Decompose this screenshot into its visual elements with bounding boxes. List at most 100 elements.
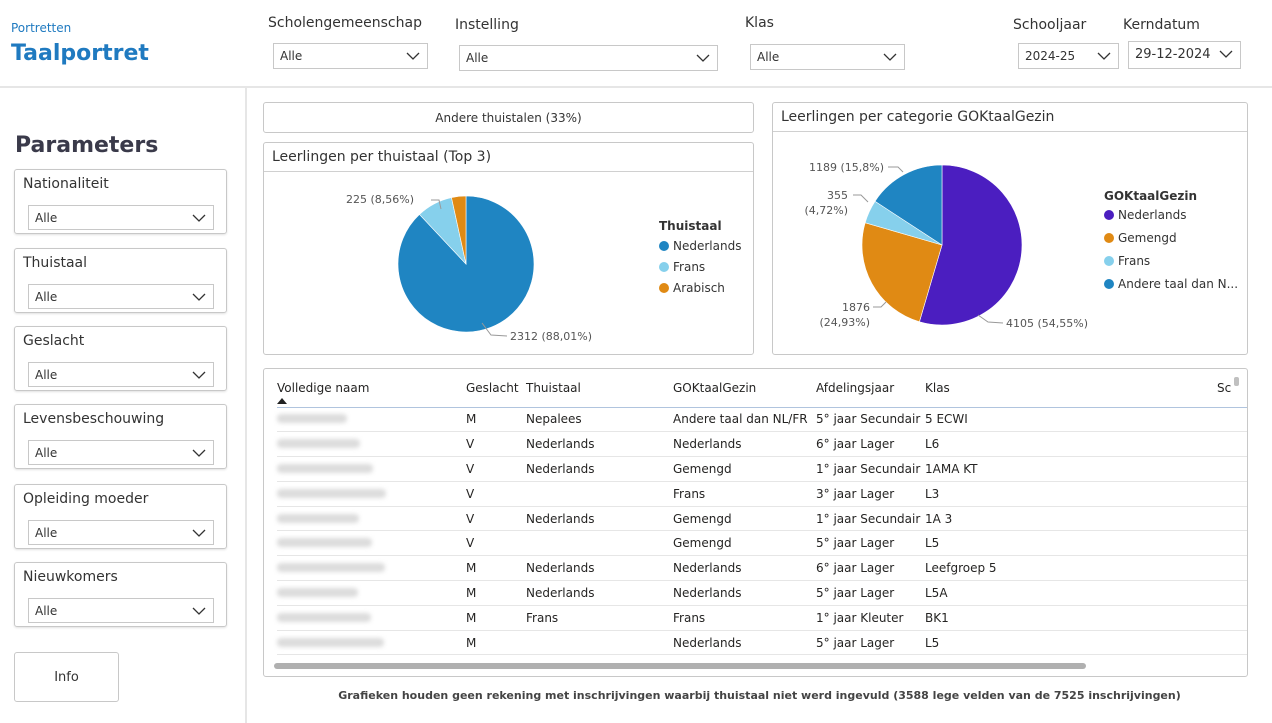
data-label: 355 (4,72%) <box>804 189 848 217</box>
slicer-value: Alle <box>35 290 58 304</box>
filter-scholengemeenschap-dropdown[interactable]: Alle <box>273 43 428 69</box>
sort-ascending-icon <box>277 398 287 404</box>
slicer-label: Levensbeschouwing <box>23 411 165 427</box>
chevron-down-icon <box>192 529 206 537</box>
legend-item-andere-taal[interactable]: Andere taal dan N... <box>1104 277 1238 291</box>
filter-label-kerndatum: Kerndatum <box>1123 17 1200 33</box>
pie-slice-nederlands[interactable] <box>919 164 1023 326</box>
filter-value: Alle <box>757 50 780 64</box>
table-row[interactable]: M Nederlands 5° jaar Lager L5 <box>277 630 1247 656</box>
info-button[interactable]: Info <box>14 652 119 702</box>
table-cell <box>1217 481 1247 507</box>
table-cell <box>1217 530 1247 557</box>
leader-line <box>977 314 1004 324</box>
column-header-school[interactable]: Sc <box>1217 369 1247 408</box>
column-header-afdelingsjaar[interactable]: Afdelingsjaar <box>816 369 925 408</box>
legend-dot <box>1104 210 1114 220</box>
table-cell: Gemengd <box>673 506 816 532</box>
filter-value: 29-12-2024 <box>1135 47 1211 62</box>
cell-volledige-naam <box>277 431 466 458</box>
column-header-geslacht[interactable]: Geslacht <box>466 369 526 408</box>
table-cell: 3° jaar Lager <box>816 481 925 507</box>
slicer-nieuwkomers-dropdown[interactable]: Alle <box>28 598 214 623</box>
table-cell <box>1217 555 1247 582</box>
breadcrumb-portretten[interactable]: Portretten <box>11 21 72 35</box>
filter-instelling-dropdown[interactable]: Alle <box>459 45 718 71</box>
data-label: 1189 (15,8%) <box>809 161 884 174</box>
table-cell: Nederlands <box>673 580 816 606</box>
slicer-thuistaal-dropdown[interactable]: Alle <box>28 284 214 309</box>
table-cell <box>1217 580 1247 606</box>
legend-item-frans[interactable]: Frans <box>1104 254 1238 268</box>
cell-volledige-naam <box>277 530 466 557</box>
slicer-nationaliteit: Nationaliteit Alle <box>14 169 227 234</box>
filter-label-instelling: Instelling <box>455 17 519 33</box>
table-row[interactable]: V Frans 3° jaar Lager L3 <box>277 481 1247 507</box>
table-cell: Leefgroep 5 <box>925 555 1217 582</box>
slicer-nationaliteit-dropdown[interactable]: Alle <box>28 205 214 230</box>
chevron-down-icon <box>192 293 206 301</box>
slicer-geslacht-dropdown[interactable]: Alle <box>28 362 214 387</box>
table-cell: M <box>466 407 526 433</box>
horizontal-scrollbar[interactable] <box>274 663 1086 669</box>
slicer-levensbeschouwing: Levensbeschouwing Alle <box>14 404 227 469</box>
redacted-name <box>277 463 373 473</box>
legend-item-arabisch[interactable]: Arabisch <box>659 281 741 295</box>
slicer-label: Nationaliteit <box>23 176 109 192</box>
redacted-name <box>277 587 358 597</box>
table-cell: 5 ECWI <box>925 407 1217 433</box>
slicer-thuistaal: Thuistaal Alle <box>14 248 227 313</box>
table-row[interactable]: M Nederlands Nederlands 6° jaar Lager Leefgr… <box>277 555 1247 582</box>
slicer-levensbeschouwing-dropdown[interactable]: Alle <box>28 440 214 465</box>
table-row[interactable]: V Nederlands Gemengd 1° jaar Secundair 1A 3 <box>277 506 1247 532</box>
chart-card-thuistaal: Leerlingen per thuistaal (Top 3) 2312 (8… <box>263 142 754 355</box>
filter-value: 2024-25 <box>1025 49 1076 63</box>
table-row[interactable]: V Nederlands Nederlands 6° jaar Lager L6 <box>277 431 1247 458</box>
table-cell: 6° jaar Lager <box>816 431 925 458</box>
column-header-label: Geslacht <box>466 380 519 395</box>
filter-kerndatum-datepicker[interactable]: 29-12-2024 <box>1128 41 1241 69</box>
table-cell: Nederlands <box>526 456 673 482</box>
filter-klas-dropdown[interactable]: Alle <box>750 44 905 70</box>
table-row[interactable]: M Frans Frans 1° jaar Kleuter BK1 <box>277 605 1247 631</box>
legend-label: Gemengd <box>1118 231 1177 245</box>
table-cell: M <box>466 580 526 606</box>
table-cell: 5° jaar Lager <box>816 530 925 557</box>
legend-title: GOKtaalGezin <box>1104 189 1198 203</box>
filter-label-scholengemeenschap: Scholengemeenschap <box>268 15 422 31</box>
legend-item-gemengd[interactable]: Gemengd <box>1104 231 1238 245</box>
leader-line <box>873 301 887 308</box>
table-cell <box>526 630 673 656</box>
table-cell <box>1217 407 1247 433</box>
cell-volledige-naam <box>277 580 466 606</box>
pie-slice-andere-taal-dan-n[interactable] <box>874 164 943 246</box>
pie-slice-arabisch[interactable] <box>451 195 467 265</box>
table-row[interactable]: V Gemengd 5° jaar Lager L5 <box>277 530 1247 557</box>
filter-value: Alle <box>466 51 489 65</box>
column-header-thuistaal[interactable]: Thuistaal <box>526 369 673 408</box>
slicer-opleiding-moeder-dropdown[interactable]: Alle <box>28 520 214 545</box>
column-header-klas[interactable]: Klas <box>925 369 1217 408</box>
slicer-value: Alle <box>35 368 58 382</box>
pie-slice-gemengd[interactable] <box>861 222 943 323</box>
table-row[interactable]: M Nederlands Nederlands 5° jaar Lager L5A <box>277 580 1247 606</box>
table-row[interactable]: V Nederlands Gemengd 1° jaar Secundair 1AMA … <box>277 456 1247 482</box>
data-label: 4105 (54,55%) <box>1006 317 1088 330</box>
table-cell <box>1217 605 1247 631</box>
table-cell: M <box>466 630 526 656</box>
table-cell <box>1217 431 1247 458</box>
table-cell: V <box>466 481 526 507</box>
column-header-goktaalgezin[interactable]: GOKtaalGezin <box>673 369 816 408</box>
vertical-scrollbar[interactable] <box>1234 377 1239 386</box>
filter-label-klas: Klas <box>745 15 774 31</box>
filter-schooljaar-dropdown[interactable]: 2024-25 <box>1018 43 1119 69</box>
filter-label-schooljaar: Schooljaar <box>1013 17 1087 33</box>
legend-item-nederlands[interactable]: Nederlands <box>659 239 741 253</box>
page-title: Taalportret <box>11 41 149 66</box>
table-cell: L6 <box>925 431 1217 458</box>
legend-label: Frans <box>673 260 706 274</box>
column-header-volledige-naam[interactable]: Volledige naam <box>277 369 466 408</box>
table-row[interactable]: M Nepalees Andere taal dan NL/FR 5° jaar Se… <box>277 407 1247 433</box>
legend-item-frans[interactable]: Frans <box>659 260 741 274</box>
legend-item-nederlands[interactable]: Nederlands <box>1104 208 1238 222</box>
